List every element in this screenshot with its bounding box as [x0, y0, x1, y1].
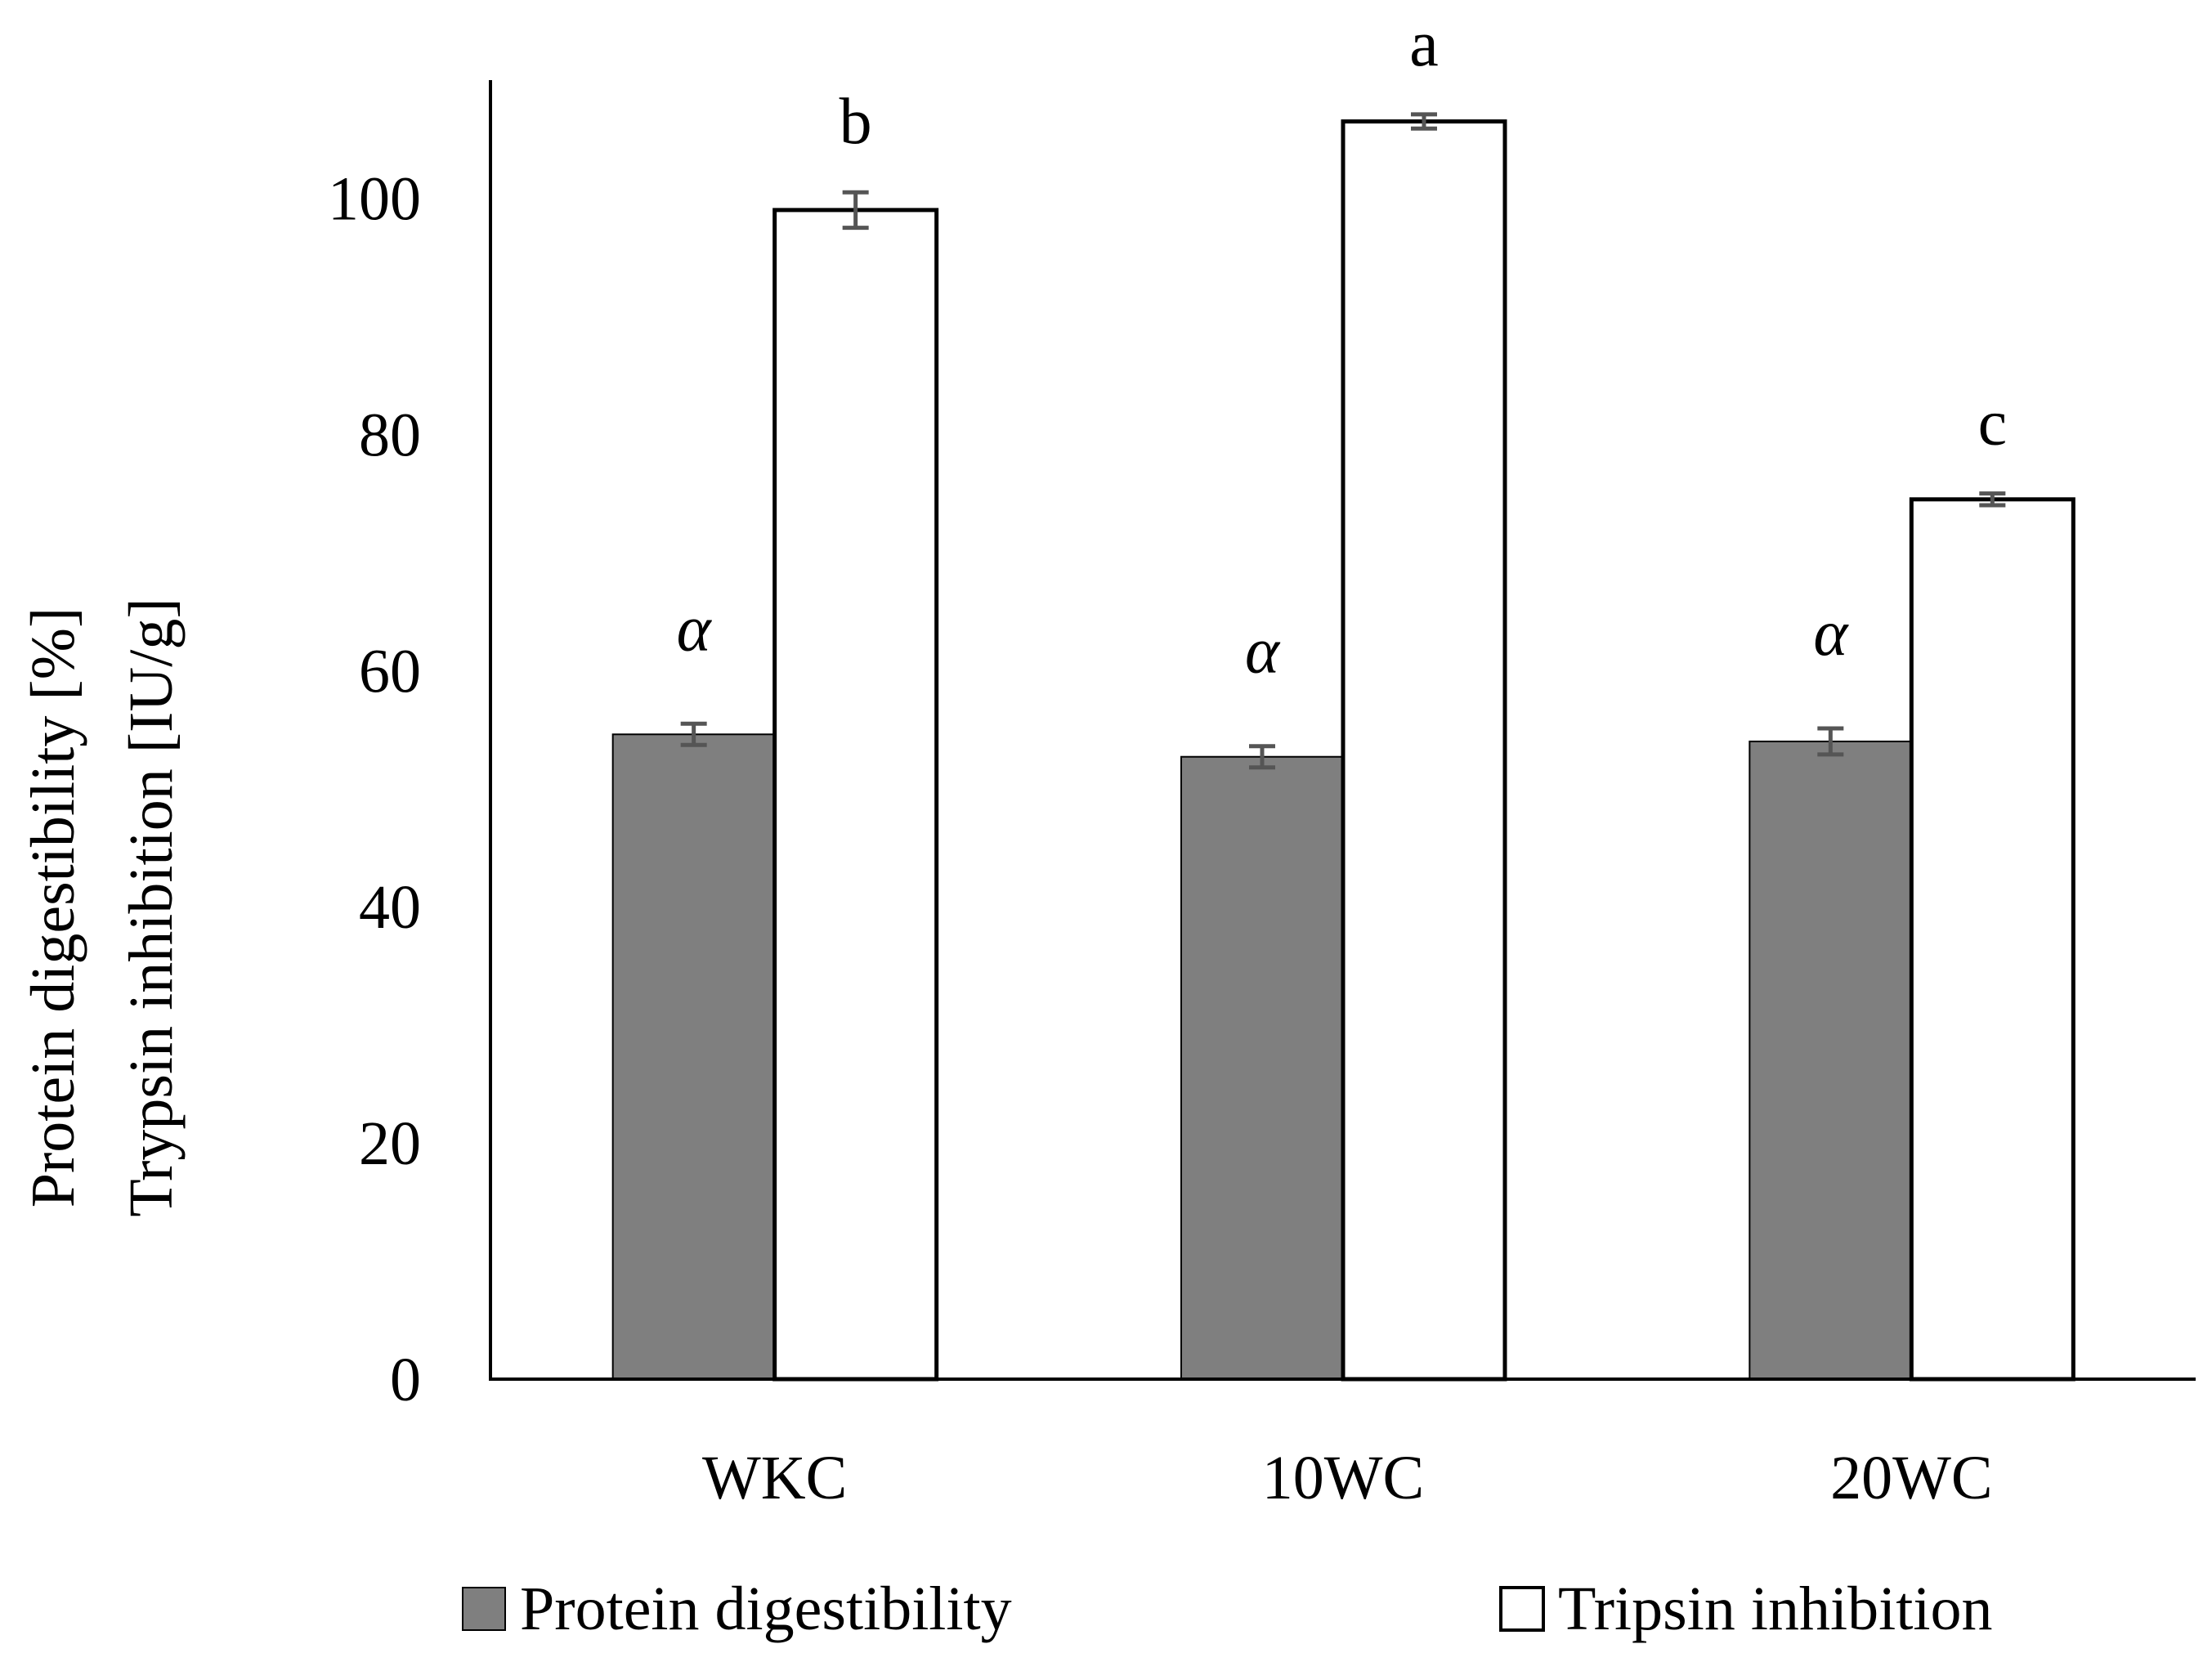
- x-category-labels: WKC 10WC 20WC: [702, 1444, 1993, 1512]
- bars-layer: [611, 119, 2075, 1382]
- error-bar-protein-digestibility-10wc: [1249, 744, 1275, 770]
- significance-label-tripsin-inhibition-10wc: a: [1409, 8, 1439, 80]
- significance-label-protein-digestibility-wkc: α: [677, 593, 713, 665]
- error-bar-tripsin-inhibition-20wc: [1979, 491, 2006, 508]
- significance-label-protein-digestibility-10wc: α: [1245, 616, 1281, 688]
- error-bar-protein-digestibility-20wc: [1817, 726, 1844, 757]
- bar-protein-digestibility-20wc: [1749, 740, 1913, 1380]
- bar-tripsin-inhibition-20wc: [1909, 497, 2075, 1382]
- significance-labels-layer: α b α a α c: [677, 8, 2007, 688]
- bar-protein-digestibility-10wc: [1180, 755, 1344, 1380]
- legend-label-tripsin-inhibition: Tripsin inhibition: [1558, 1575, 1992, 1643]
- bar-tripsin-inhibition-wkc: [772, 208, 939, 1382]
- legend-swatch-tripsin-inhibition: [1499, 1586, 1545, 1632]
- error-bar-protein-digestibility-wkc: [680, 721, 707, 747]
- x-category-label-wkc: WKC: [702, 1444, 847, 1512]
- y-axis-title-line-1: Protein digestibility [%]: [19, 607, 87, 1208]
- significance-label-protein-digestibility-20wc: α: [1813, 598, 1849, 670]
- y-axis-title-line-2: Trypsin inhibition [IU/g]: [117, 598, 186, 1216]
- y-tick-label-60: 60: [359, 637, 421, 706]
- legend-label-protein-digestibility: Protein digestibility: [520, 1575, 1012, 1643]
- y-tick-label-20: 20: [359, 1109, 421, 1178]
- error-bar-tripsin-inhibition-wkc: [842, 190, 869, 231]
- y-tick-label-40: 40: [359, 873, 421, 942]
- bar-tripsin-inhibition-10wc: [1341, 119, 1507, 1382]
- x-category-label-20wc: 20WC: [1830, 1444, 1992, 1512]
- y-tick-label-0: 0: [390, 1346, 421, 1414]
- significance-label-tripsin-inhibition-20wc: c: [1978, 387, 2008, 459]
- y-axis-title: Protein digestibility [%] Trypsin inhibi…: [19, 598, 186, 1216]
- y-tick-label-100: 100: [328, 164, 421, 233]
- y-tick-label-80: 80: [359, 401, 421, 469]
- error-bars-layer: [680, 112, 2006, 770]
- significance-label-tripsin-inhibition-wkc: b: [840, 86, 872, 158]
- bar-protein-digestibility-wkc: [611, 733, 776, 1380]
- y-tick-labels: 0 20 40 60 80 100: [328, 164, 421, 1414]
- legend: Protein digestibility Tripsin inhibition: [462, 1575, 1992, 1643]
- error-bar-tripsin-inhibition-10wc: [1411, 112, 1437, 131]
- x-category-label-10wc: 10WC: [1262, 1444, 1424, 1512]
- legend-swatch-protein-digestibility: [462, 1587, 506, 1631]
